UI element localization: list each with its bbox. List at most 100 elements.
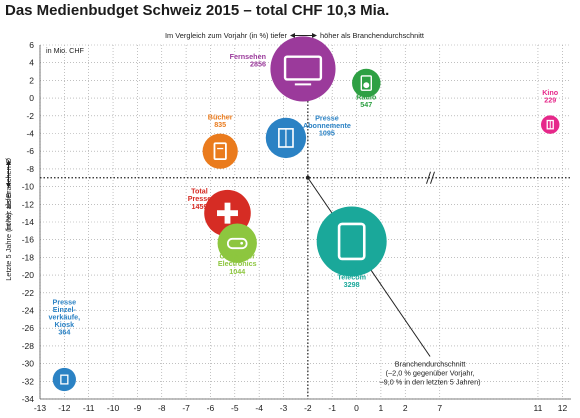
y-tick-label: -22 <box>22 288 35 298</box>
y-axis-label-top: Letzte 5 Jahre (in %): tiefer <box>4 191 13 280</box>
y-tick-label: -20 <box>22 270 35 280</box>
point-kino <box>541 115 560 134</box>
bubble <box>217 223 257 263</box>
point-name-label: Kiosk <box>55 320 75 329</box>
annotations: Branchendurchschnitt(–2,0 % gegenüber Vo… <box>49 52 559 386</box>
y-tick-label: -18 <box>22 252 35 262</box>
point-name-label: verkäufe, <box>49 313 81 322</box>
reference-point <box>305 175 310 180</box>
y-tick-label: -24 <box>22 306 35 316</box>
point-name-label: Presse <box>315 113 339 122</box>
y-tick-label: 4 <box>29 58 34 68</box>
y-tick-label: -10 <box>22 182 35 192</box>
point-name-label: Abonnemente <box>303 121 351 130</box>
x-tick-label: 11 <box>534 403 543 413</box>
benchmark-annotation: (–2,0 % gegenüber Vorjahr, <box>386 369 475 378</box>
point-radio <box>352 68 381 98</box>
tv-icon <box>283 55 323 81</box>
x-tick-label: -5 <box>231 403 239 413</box>
x-tick-label: -11 <box>83 403 95 413</box>
x-tick-label: -8 <box>158 403 166 413</box>
point-presse-einzelverk-ufe-kiosk <box>52 367 76 392</box>
point-value-label: 1095 <box>319 129 335 138</box>
point-name-label: Radio <box>356 92 377 101</box>
point-value-label: 547 <box>360 100 372 109</box>
point-it-telecom <box>316 206 387 277</box>
kiosk-icon <box>60 374 69 385</box>
point-name-label: Bücher <box>208 112 233 121</box>
arrow-right-icon <box>312 33 317 38</box>
x-tick-label: -12 <box>58 403 71 413</box>
x-tick-label: 7 <box>437 403 442 413</box>
point-name-label: Electronics <box>218 259 257 268</box>
data-points <box>52 36 560 392</box>
point-name-label: Consumer <box>219 252 255 261</box>
y-tick-label: -32 <box>22 376 35 386</box>
radio-speaker <box>363 82 370 89</box>
y-tick-label: -30 <box>22 359 35 369</box>
tablet-icon <box>337 222 366 261</box>
radio-icon <box>360 75 372 91</box>
x-tick-label: -7 <box>182 403 190 413</box>
x-tick-label: 0 <box>354 403 359 413</box>
point-b-cher <box>202 133 238 169</box>
x-tick-label: -10 <box>107 403 120 413</box>
x-axis-label-right: höher als Branchendurchschnitt <box>320 31 424 40</box>
y-tick-label: -6 <box>26 146 34 156</box>
grid <box>39 44 571 400</box>
point-name-label: Telecom <box>337 272 366 281</box>
x-tick-label: -4 <box>255 403 263 413</box>
benchmark-annotation: –9,0 % in den letzten 5 Jahren) <box>380 378 481 387</box>
y-tick-label: -34 <box>22 394 35 404</box>
y-tick-label: 2 <box>29 75 34 85</box>
gamepad-icon <box>226 237 248 250</box>
x-axis-label-left: Im Vergleich zum Vorjahr (in %) tiefer <box>165 31 288 40</box>
y-tick-label: 0 <box>29 93 34 103</box>
y-tick-label: -2 <box>26 111 34 121</box>
arrow-left-icon <box>290 33 295 38</box>
point-name-label: Presse <box>188 194 212 203</box>
y-tick-label: -26 <box>22 323 35 333</box>
book-icon <box>213 142 227 161</box>
y-tick-label: -8 <box>26 164 34 174</box>
x-tick-label: -13 <box>34 403 47 413</box>
bubble <box>52 367 76 392</box>
point-presse-abonnemente <box>265 117 307 159</box>
x-tick-label: 2 <box>403 403 408 413</box>
unit-note: in Mio. CHF <box>46 46 85 55</box>
x-tick-label: -9 <box>134 403 142 413</box>
gamepad-button <box>240 241 244 245</box>
point-name-label: Einzel- <box>53 305 77 314</box>
arrow-up-icon <box>6 160 11 165</box>
point-name-label: Kino <box>542 88 559 97</box>
x-tick-label: 1 <box>379 403 384 413</box>
y-tick-label: -16 <box>22 235 35 245</box>
y-tick-label: -4 <box>26 129 34 139</box>
chart-title: Das Medienbudget Schweiz 2015 – total CH… <box>5 2 390 19</box>
point-name-label: Total <box>191 187 208 196</box>
bubble <box>316 206 387 277</box>
benchmark-annotation: Branchendurchschnitt <box>395 360 466 369</box>
x-tick-label: -2 <box>304 403 312 413</box>
point-consumer-electronics <box>217 223 257 263</box>
axis-break-mask <box>425 170 436 185</box>
point-value-label: 364 <box>58 328 70 337</box>
point-name-label: IT & <box>345 265 359 274</box>
x-tick-label: 12 <box>558 403 568 413</box>
y-tick-label: 6 <box>29 40 34 50</box>
point-name-label: Fernsehen <box>230 52 266 61</box>
point-fernsehen <box>270 36 336 102</box>
point-value-label: 1459 <box>191 202 207 211</box>
arrow-down-icon <box>6 183 11 188</box>
x-tick-label: -3 <box>280 403 288 413</box>
point-value-label: 2856 <box>250 60 266 69</box>
x-tick-label: -1 <box>328 403 336 413</box>
y-tick-label: -14 <box>22 217 35 227</box>
point-value-label: 229 <box>544 95 556 104</box>
bubble <box>270 36 336 102</box>
point-name-label: Presse <box>53 297 77 306</box>
axes: -13-12-11-10-9-8-7-6-5-4-3-2-10127111213… <box>4 31 571 413</box>
y-axis-label-bottom: höher als Branchen-Ø <box>4 158 13 231</box>
